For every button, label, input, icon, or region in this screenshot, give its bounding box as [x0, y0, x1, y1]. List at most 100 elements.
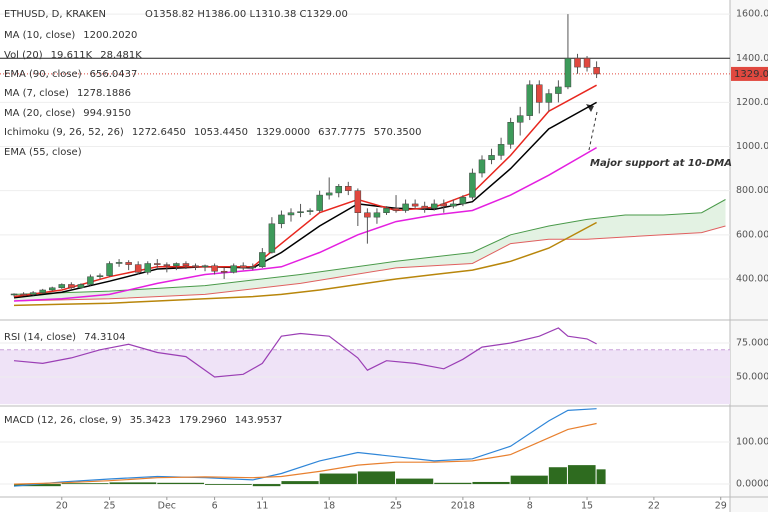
annotation-arrowhead — [586, 104, 594, 112]
candle-body — [259, 252, 266, 268]
candle-body — [306, 210, 314, 212]
x-tick-label: 11 — [256, 501, 268, 512]
legend-value: 1278.1886 — [77, 88, 131, 99]
ohlc-text: O1358.82 H1386.00 L1310.38 C1329.00 — [145, 9, 348, 20]
candle-body — [325, 192, 333, 196]
macd-histogram-bar — [61, 483, 109, 485]
macd-histogram-bar — [252, 484, 281, 487]
y-tick-label: 75.0000 — [736, 337, 768, 348]
candle-body — [173, 263, 180, 266]
candle-body — [115, 262, 123, 264]
candle-body — [440, 203, 448, 207]
candle-body — [106, 263, 113, 276]
candle-body — [536, 84, 543, 103]
plot-layer: 400.00 600.00 800.00 1000.00 1200.00 1400.00 1… — [0, 9, 768, 512]
candle-body — [478, 159, 486, 174]
candle-body — [134, 264, 142, 273]
legend-label: Vol (20) — [4, 50, 43, 61]
pane-value: 143.9537 — [235, 415, 283, 426]
y-tick-label: 800.00 — [736, 185, 768, 196]
candle-body — [211, 265, 218, 272]
candle-body — [154, 263, 161, 265]
legend-value: 637.7775 — [318, 127, 366, 138]
legend-value: 19.611K — [51, 50, 93, 61]
macd-histogram-bar — [472, 481, 510, 485]
x-tick-label: 18 — [323, 501, 335, 512]
macd-line — [13, 408, 597, 487]
candle-body — [77, 284, 85, 289]
candle-body — [297, 211, 304, 213]
candle-body — [402, 203, 409, 211]
candle-body — [58, 284, 66, 289]
candle-body — [345, 186, 352, 191]
candle-body — [144, 263, 151, 273]
candle-body — [68, 284, 75, 289]
last-price-box — [731, 66, 768, 81]
candle-body — [564, 58, 572, 88]
x-tick-label: 25 — [390, 501, 402, 512]
candle-body — [29, 292, 37, 295]
candle-body — [230, 265, 237, 273]
legend-value: 994.9150 — [83, 108, 131, 119]
candle-body — [249, 266, 257, 269]
y-tick-label: 100.0000 — [736, 436, 768, 447]
legend-value: 1053.4450 — [194, 127, 248, 138]
legend-value: 1272.6450 — [132, 127, 186, 138]
x-tick-label: Dec — [158, 501, 176, 512]
macd-histogram-bar — [14, 484, 61, 487]
y-tick-label: 1400.00 — [736, 53, 768, 64]
y-tick-label: 1200.00 — [736, 97, 768, 108]
x-tick-label: 2018 — [451, 501, 475, 512]
candle-body — [459, 197, 467, 205]
x-tick-label: 6 — [212, 501, 218, 512]
candle-body — [574, 58, 581, 68]
pane-value: 35.3423 — [130, 415, 171, 426]
legend-value: 1200.2020 — [83, 30, 137, 41]
legend-label: EMA (90, close) — [4, 69, 82, 80]
cloud-lower — [13, 225, 726, 302]
macd-histogram-bar — [548, 467, 567, 485]
annotation: Major support at 10-DMA — [590, 158, 732, 169]
candle-body — [526, 84, 533, 116]
candle-body — [192, 265, 199, 268]
candle-body — [373, 212, 381, 218]
macd-histogram-bar — [281, 481, 319, 485]
candle-body — [516, 115, 524, 123]
candle-body — [316, 194, 323, 211]
x-tick-label: 29 — [715, 501, 727, 512]
candle-body — [593, 67, 600, 75]
candle-body — [201, 265, 209, 268]
candle-body — [421, 205, 428, 209]
x-tick-label: 20 — [56, 501, 68, 512]
x-tick-label: 15 — [581, 501, 593, 512]
y-tick-label: 1600.00 — [736, 9, 768, 20]
candle-body — [182, 263, 190, 266]
macd-histogram-bar — [157, 482, 205, 485]
legend-value: 656.0437 — [90, 69, 138, 80]
candle-body — [583, 58, 591, 68]
legend-label: MA (10, close) — [4, 30, 75, 41]
candle-body — [364, 212, 371, 218]
ma-line — [13, 101, 597, 299]
macd-histogram-bar — [567, 465, 596, 485]
y-tick-label: 600.00 — [736, 229, 768, 240]
legend-value: 1329.0000 — [256, 127, 310, 138]
candle-body — [87, 276, 94, 285]
ma-line — [13, 146, 597, 302]
macd-histogram-bar — [510, 475, 548, 485]
candle-body — [268, 223, 276, 253]
macd-histogram-bar — [596, 469, 606, 485]
macd-line — [13, 422, 597, 485]
candle-body — [507, 122, 514, 145]
candle-body — [354, 190, 362, 213]
y-tick-label: 1000.00 — [736, 141, 768, 152]
candle-body — [450, 203, 457, 207]
legend-label: MA (7, close) — [4, 88, 69, 99]
ma-line — [13, 221, 597, 307]
x-tick-label: 25 — [103, 501, 115, 512]
candle-body — [411, 203, 419, 207]
y-tick-label: 400.00 — [736, 273, 768, 284]
candle-body — [48, 287, 56, 291]
